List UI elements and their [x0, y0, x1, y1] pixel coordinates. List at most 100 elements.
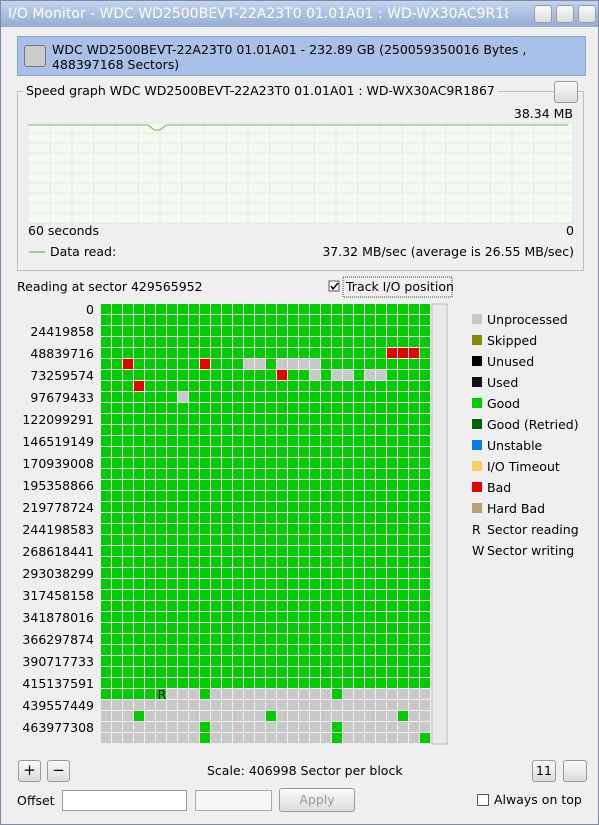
block: [211, 568, 221, 578]
block: [255, 315, 265, 325]
block: [222, 513, 232, 523]
block: [310, 700, 320, 710]
block: [398, 535, 408, 545]
close-button[interactable]: [578, 5, 596, 23]
fit-button[interactable]: 11: [532, 760, 556, 782]
block: [387, 326, 397, 336]
block: [332, 502, 342, 512]
zoom-out-button[interactable]: −: [47, 760, 70, 782]
block: [244, 601, 254, 611]
block: [288, 403, 298, 413]
track-checkbox[interactable]: [328, 280, 340, 292]
block: [200, 557, 210, 567]
block: [398, 645, 408, 655]
block: [101, 403, 111, 413]
block: [409, 359, 419, 369]
block: [266, 315, 276, 325]
block: [178, 590, 188, 600]
block: [189, 513, 199, 523]
block: [167, 557, 177, 567]
block: [409, 656, 419, 666]
block: [376, 392, 386, 402]
maximize-button[interactable]: [556, 5, 574, 23]
block: [211, 612, 221, 622]
block: [277, 667, 287, 677]
block: [376, 568, 386, 578]
block: [145, 414, 155, 424]
offset-input[interactable]: [62, 790, 187, 811]
block: [145, 689, 155, 699]
block: [321, 546, 331, 556]
block: [365, 458, 375, 468]
block: [112, 623, 122, 633]
block: [409, 304, 419, 314]
block: [233, 601, 243, 611]
zoom-in-button[interactable]: +: [18, 760, 41, 782]
block: [156, 304, 166, 314]
block: [211, 722, 221, 732]
offset-unit-combo[interactable]: [195, 790, 272, 811]
block: [145, 722, 155, 732]
block: [387, 513, 397, 523]
block: [112, 348, 122, 358]
block: [200, 667, 210, 677]
always-on-top-checkbox[interactable]: [477, 794, 489, 806]
block: [233, 425, 243, 435]
block: [299, 524, 309, 534]
block: [244, 656, 254, 666]
block: [420, 678, 430, 688]
block: [101, 579, 111, 589]
block: [233, 337, 243, 347]
block: [101, 656, 111, 666]
block: [387, 491, 397, 501]
block: [244, 568, 254, 578]
block: [178, 612, 188, 622]
block: [398, 436, 408, 446]
block: [178, 711, 188, 721]
block: [354, 315, 364, 325]
block: [167, 711, 177, 721]
scrollbar[interactable]: [431, 303, 448, 745]
graph-settings-button[interactable]: [554, 81, 578, 103]
block: [211, 425, 221, 435]
block: [145, 304, 155, 314]
offset-label: Offset: [17, 793, 55, 808]
block: [233, 326, 243, 336]
minimize-button[interactable]: [534, 5, 552, 23]
block: [255, 623, 265, 633]
block: [365, 348, 375, 358]
block: [123, 447, 133, 457]
block: [156, 491, 166, 501]
block: [167, 326, 177, 336]
block: [365, 381, 375, 391]
block: [244, 392, 254, 402]
legend-swatch: [472, 377, 482, 387]
block: [255, 722, 265, 732]
expand-button[interactable]: [563, 760, 587, 782]
block: [189, 601, 199, 611]
block: [189, 447, 199, 457]
block: [420, 458, 430, 468]
device-bar: WDC WD2500BEVT-22A23T0 01.01A01 - 232.89…: [17, 36, 586, 76]
speed-line: [28, 124, 568, 131]
block: [178, 700, 188, 710]
block: [134, 304, 144, 314]
block: [310, 612, 320, 622]
block: [321, 392, 331, 402]
block: [167, 491, 177, 501]
block: [376, 491, 386, 501]
block: [266, 590, 276, 600]
block: [420, 315, 430, 325]
block: [354, 645, 364, 655]
block: [277, 590, 287, 600]
block: [288, 414, 298, 424]
apply-button[interactable]: Apply: [279, 788, 355, 812]
legend-label: Good: [487, 396, 520, 411]
block: [387, 568, 397, 578]
block: [211, 348, 221, 358]
block: [112, 722, 122, 732]
block: [277, 524, 287, 534]
block: [167, 392, 177, 402]
block: [354, 568, 364, 578]
block: [299, 304, 309, 314]
